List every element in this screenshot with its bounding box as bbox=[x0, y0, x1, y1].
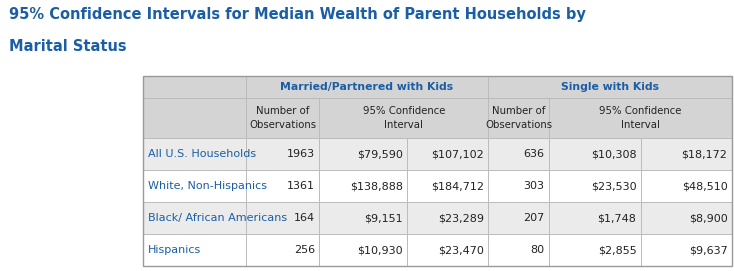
Text: 95% Confidence Intervals for Median Wealth of Parent Households by: 95% Confidence Intervals for Median Weal… bbox=[9, 7, 586, 22]
Text: 256: 256 bbox=[294, 245, 315, 255]
Text: $2,855: $2,855 bbox=[597, 245, 636, 255]
Bar bbox=[407, 138, 488, 170]
Text: 1963: 1963 bbox=[287, 149, 315, 159]
Bar bbox=[549, 234, 641, 266]
Bar bbox=[488, 98, 549, 138]
Text: $9,637: $9,637 bbox=[688, 245, 727, 255]
Text: 303: 303 bbox=[523, 181, 545, 191]
Bar bbox=[319, 98, 488, 138]
Text: $23,530: $23,530 bbox=[591, 181, 636, 191]
Bar bbox=[488, 76, 732, 98]
Bar bbox=[319, 170, 407, 202]
Text: $23,289: $23,289 bbox=[437, 213, 484, 223]
Text: $8,900: $8,900 bbox=[688, 213, 727, 223]
Text: 636: 636 bbox=[523, 149, 545, 159]
Bar bbox=[143, 234, 246, 266]
Text: 207: 207 bbox=[523, 213, 545, 223]
Text: $18,172: $18,172 bbox=[681, 149, 727, 159]
Bar bbox=[549, 202, 641, 234]
Text: Single with Kids: Single with Kids bbox=[561, 82, 659, 92]
Bar bbox=[641, 170, 732, 202]
Bar bbox=[143, 202, 246, 234]
Bar bbox=[549, 98, 732, 138]
Bar bbox=[549, 138, 641, 170]
Text: Number of
Observations: Number of Observations bbox=[249, 107, 316, 130]
Text: 164: 164 bbox=[294, 213, 315, 223]
Text: 95% Confidence
Interval: 95% Confidence Interval bbox=[599, 107, 682, 130]
Bar bbox=[641, 138, 732, 170]
Text: $23,470: $23,470 bbox=[437, 245, 484, 255]
Bar bbox=[488, 170, 549, 202]
Bar bbox=[246, 202, 319, 234]
Bar bbox=[407, 234, 488, 266]
Text: 80: 80 bbox=[531, 245, 545, 255]
Text: All U.S. Households: All U.S. Households bbox=[148, 149, 256, 159]
Text: $138,888: $138,888 bbox=[350, 181, 403, 191]
Text: $107,102: $107,102 bbox=[431, 149, 484, 159]
Text: $48,510: $48,510 bbox=[682, 181, 727, 191]
Bar bbox=[143, 138, 246, 170]
Text: $1,748: $1,748 bbox=[597, 213, 636, 223]
Bar bbox=[143, 76, 246, 98]
Bar bbox=[488, 138, 549, 170]
Bar bbox=[246, 138, 319, 170]
Bar bbox=[246, 234, 319, 266]
Bar bbox=[319, 202, 407, 234]
Bar bbox=[246, 98, 319, 138]
Text: Black/ African Americans: Black/ African Americans bbox=[148, 213, 288, 223]
Bar bbox=[407, 170, 488, 202]
Text: Married/Partnered with Kids: Married/Partnered with Kids bbox=[280, 82, 454, 92]
Bar bbox=[319, 138, 407, 170]
Bar bbox=[246, 76, 488, 98]
Bar bbox=[488, 202, 549, 234]
Bar bbox=[641, 202, 732, 234]
Text: White, Non-Hispanics: White, Non-Hispanics bbox=[148, 181, 267, 191]
Bar bbox=[641, 234, 732, 266]
Bar bbox=[488, 234, 549, 266]
Text: Hispanics: Hispanics bbox=[148, 245, 202, 255]
Bar bbox=[319, 234, 407, 266]
Bar bbox=[407, 202, 488, 234]
Bar bbox=[143, 98, 246, 138]
Bar bbox=[246, 170, 319, 202]
Text: Number of
Observations: Number of Observations bbox=[485, 107, 552, 130]
Text: $9,151: $9,151 bbox=[364, 213, 403, 223]
Text: $79,590: $79,590 bbox=[357, 149, 403, 159]
Bar bbox=[143, 76, 732, 266]
Text: $184,712: $184,712 bbox=[431, 181, 484, 191]
Text: 95% Confidence
Interval: 95% Confidence Interval bbox=[363, 107, 445, 130]
Text: $10,930: $10,930 bbox=[357, 245, 403, 255]
Text: 1361: 1361 bbox=[287, 181, 315, 191]
Text: Marital Status: Marital Status bbox=[9, 39, 126, 54]
Text: $10,308: $10,308 bbox=[591, 149, 636, 159]
Bar bbox=[143, 170, 246, 202]
Bar bbox=[549, 170, 641, 202]
